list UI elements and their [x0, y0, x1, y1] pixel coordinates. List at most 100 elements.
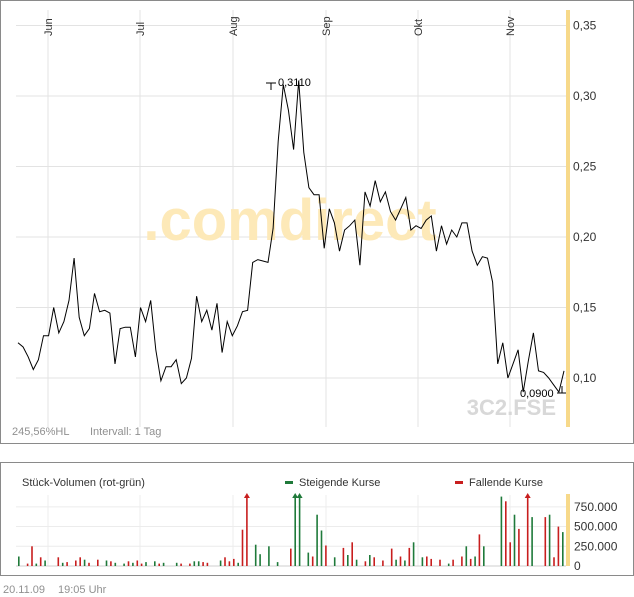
volume-bar: [311, 556, 314, 566]
volume-bar: [342, 547, 345, 566]
volume-bar: [237, 562, 239, 566]
y-tick-label: 0,25: [573, 160, 597, 174]
volume-bar: [320, 530, 323, 566]
volume-overflow-arrow: [243, 493, 250, 498]
volume-bar: [276, 562, 279, 566]
y-tick-label: 0,15: [573, 301, 597, 315]
volume-y-tick-label: 500.000: [574, 520, 618, 534]
volume-bar: [373, 557, 375, 566]
volume-bar: [219, 560, 222, 566]
volume-bar: [483, 546, 485, 566]
price-grid: [16, 10, 566, 427]
volume-bar: [364, 561, 367, 566]
volume-bar: [562, 532, 564, 566]
volume-bar: [241, 529, 244, 566]
min-value-label: 0,0900: [520, 388, 554, 400]
volume-bar: [259, 554, 261, 566]
volume-title: Stück-Volumen (rot-grün): [22, 477, 145, 489]
volume-bar: [31, 546, 33, 566]
x-tick-label: Okt: [413, 19, 425, 36]
volume-bar: [395, 559, 397, 566]
volume-overflow-arrow: [292, 493, 299, 498]
volume-bar: [461, 556, 463, 566]
volume-bar: [175, 562, 178, 566]
y-tick-label: 0,20: [573, 230, 597, 244]
volume-bar: [478, 534, 481, 566]
price-chart-frame: [0, 0, 634, 444]
volume-bar: [61, 562, 64, 566]
volume-bar: [105, 560, 108, 566]
volume-bar: [202, 562, 204, 566]
volume-bar: [88, 562, 90, 566]
volume-bar: [180, 563, 182, 566]
volume-bar: [544, 517, 547, 566]
volume-bar: [140, 563, 143, 566]
volume-bar: [189, 563, 191, 566]
x-tick-label: Sep: [321, 16, 333, 36]
watermark-logo: .comdirect: [143, 188, 436, 253]
x-tick-label: Nov: [505, 16, 517, 36]
volume-bar: [408, 547, 411, 566]
volume-bar: [206, 562, 209, 566]
volume-bar: [421, 557, 424, 566]
volume-bar: [412, 542, 415, 566]
volume-bar: [426, 556, 428, 566]
volume-bar: [404, 560, 406, 566]
footer-hl-label: 245,56%HL: [12, 426, 70, 438]
price-series-line: [17, 80, 565, 394]
legend-rising-label: Steigende Kurse: [299, 477, 380, 489]
volume-bar: [531, 517, 533, 566]
volume-bar: [75, 560, 77, 566]
volume-bar: [114, 562, 117, 566]
volume-bar: [553, 557, 555, 566]
volume-bar: [145, 562, 147, 566]
volume-bar: [548, 514, 551, 566]
volume-bar: [97, 559, 99, 566]
volume-bar: [154, 561, 156, 566]
volume-bar: [26, 563, 29, 566]
volume-y-tick-label: 750.000: [574, 500, 618, 514]
volume-bar: [557, 526, 560, 566]
volume-bar: [369, 555, 371, 566]
legend-rising-swatch: [285, 481, 293, 484]
volume-bar: [158, 563, 160, 566]
volume-bar: [254, 544, 257, 566]
volume-bar: [390, 548, 393, 566]
legend-falling-label: Fallende Kurse: [469, 477, 543, 489]
volume-bar: [298, 495, 301, 566]
volume-bar: [162, 562, 165, 566]
volume-bar: [127, 561, 130, 566]
volume-bar: [505, 501, 507, 566]
volume-bar: [233, 558, 235, 566]
y-tick-label: 0,30: [573, 89, 597, 103]
volume-bar: [307, 552, 310, 566]
volume-bar: [66, 562, 68, 566]
volume-bar: [316, 514, 318, 566]
volume-bar: [447, 563, 450, 566]
volume-bar: [509, 542, 511, 566]
volume-bar: [39, 557, 42, 566]
legend-falling-swatch: [455, 481, 463, 484]
volume-bar: [526, 495, 529, 566]
price-y-tick-labels: 0,35 0,30 0,25 0,20 0,15 0,10: [573, 19, 597, 386]
volume-y-tick-label: 0: [574, 559, 581, 573]
volume-bar: [355, 559, 358, 566]
volume-bar: [518, 528, 520, 566]
volume-bar: [382, 560, 384, 566]
volume-bar: [35, 563, 38, 566]
volume-bar: [290, 548, 292, 566]
volume-bar: [513, 514, 516, 566]
volume-bar: [268, 546, 270, 566]
volume-bar: [44, 560, 46, 566]
volume-bar: [325, 545, 327, 566]
max-value-label: 0,3110: [278, 77, 311, 89]
volume-bar: [83, 559, 86, 566]
volume-bar: [57, 557, 60, 566]
volume-bar: [469, 558, 472, 566]
volume-bar: [430, 558, 432, 566]
volume-bar: [110, 561, 112, 566]
price-x-tick-labels: Jun Jul Aug Sep Okt Nov: [43, 16, 517, 36]
volume-bar: [500, 496, 503, 566]
x-tick-label: Jul: [135, 22, 147, 36]
volume-bar: [228, 561, 231, 566]
